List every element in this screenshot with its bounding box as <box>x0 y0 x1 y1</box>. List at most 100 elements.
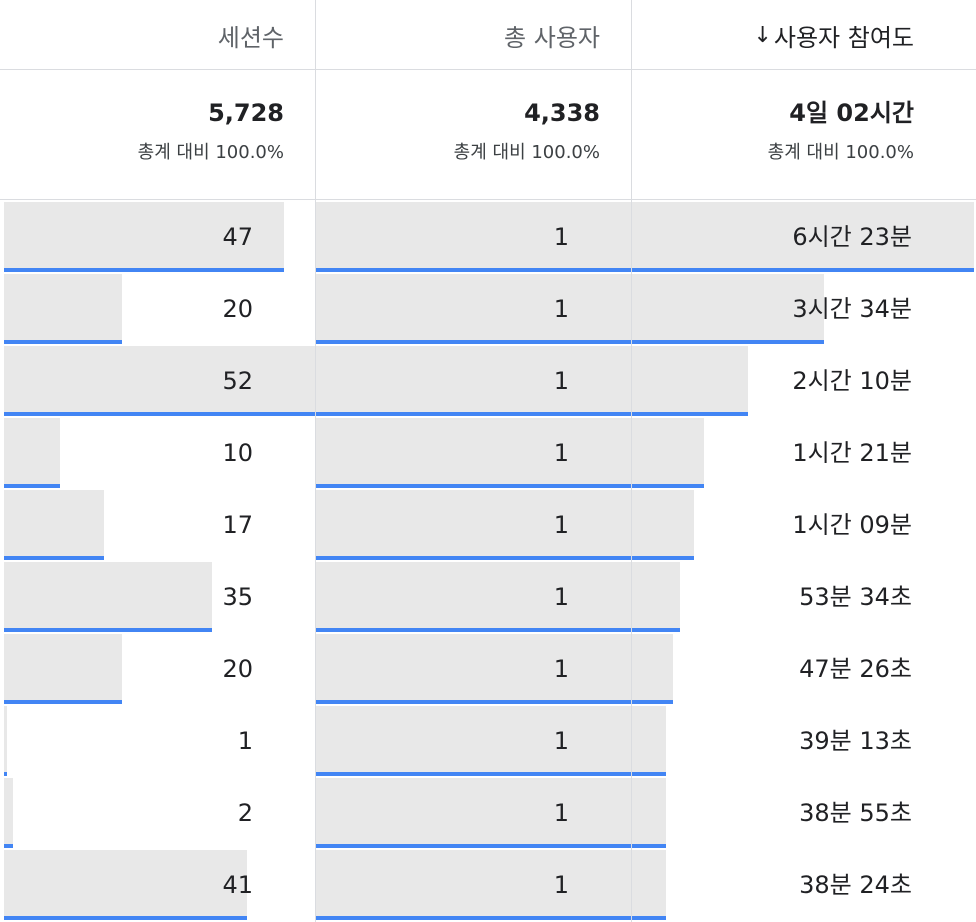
engagement-value: 2시간 10분 <box>792 367 912 395</box>
engagement-value: 6시간 23분 <box>792 223 912 251</box>
users-cell: 1 <box>316 850 631 920</box>
sessions-cell: 20 <box>4 274 315 344</box>
table-row[interactable]: 20 1 47분 26초 <box>0 632 976 704</box>
sessions-bar <box>4 490 104 560</box>
column-divider <box>315 0 316 922</box>
engagement-value: 39분 13초 <box>799 727 912 755</box>
users-bar <box>316 634 631 704</box>
sessions-value: 1 <box>237 727 253 755</box>
engagement-cell: 38분 24초 <box>632 850 974 920</box>
column-divider <box>631 0 632 922</box>
column-header-total-users-label: 총 사용자 <box>504 23 600 52</box>
engagement-value: 38분 55초 <box>799 799 912 827</box>
engagement-bar <box>632 202 974 272</box>
users-cell: 1 <box>316 706 631 776</box>
users-value: 1 <box>553 655 569 683</box>
column-header-total-users[interactable]: 총 사용자 <box>316 0 662 70</box>
engagement-value: 1시간 21분 <box>792 439 912 467</box>
table-header: 세션수 총 사용자 ↓ 사용자 참여도 <box>0 0 976 70</box>
engagement-cell: 39분 13초 <box>632 706 974 776</box>
total-engagement-cell: 4일 02시간 총계 대비 100.0% <box>632 70 976 200</box>
engagement-value: 38분 24초 <box>799 871 912 899</box>
engagement-bar <box>632 778 667 848</box>
sort-descending-icon: ↓ <box>753 22 772 48</box>
users-bar <box>316 346 631 416</box>
table-row[interactable]: 20 1 3시간 34분 <box>0 272 976 344</box>
total-users-cell: 4,338 총계 대비 100.0% <box>316 70 662 200</box>
engagement-bar <box>632 850 667 920</box>
total-sessions-value: 5,728 <box>208 99 284 127</box>
users-cell: 1 <box>316 778 631 848</box>
users-cell: 1 <box>316 202 631 272</box>
total-engagement-value: 4일 02시간 <box>789 99 914 127</box>
users-bar <box>316 202 631 272</box>
users-bar <box>316 778 631 848</box>
table-body: 47 1 6시간 23분 20 1 3시간 34분 52 1 2시간 10분 10 1 1시간 21분… <box>0 200 976 920</box>
table-row[interactable]: 47 1 6시간 23분 <box>0 200 976 272</box>
totals-row: 5,728 총계 대비 100.0% 4,338 총계 대비 100.0% 4일… <box>0 70 976 200</box>
users-bar <box>316 490 631 560</box>
users-value: 1 <box>553 871 569 899</box>
total-users-value: 4,338 <box>524 99 600 127</box>
sessions-cell: 20 <box>4 634 315 704</box>
sessions-value: 10 <box>222 439 253 467</box>
engagement-bar <box>632 634 674 704</box>
sessions-cell: 41 <box>4 850 315 920</box>
sessions-bar <box>4 562 213 632</box>
sessions-bar <box>4 850 247 920</box>
total-users-percent: 총계 대비 100.0% <box>453 142 600 163</box>
sessions-value: 20 <box>222 655 253 683</box>
engagement-cell: 3시간 34분 <box>632 274 974 344</box>
sessions-cell: 17 <box>4 490 315 560</box>
engagement-value: 1시간 09분 <box>792 511 912 539</box>
engagement-bar <box>632 346 749 416</box>
sessions-bar <box>4 778 14 848</box>
engagement-bar <box>632 274 824 344</box>
users-value: 1 <box>553 223 569 251</box>
sessions-cell: 1 <box>4 706 315 776</box>
users-cell: 1 <box>316 562 631 632</box>
table-row[interactable]: 35 1 53분 34초 <box>0 560 976 632</box>
users-bar <box>316 274 631 344</box>
users-cell: 1 <box>316 634 631 704</box>
table-row[interactable]: 10 1 1시간 21분 <box>0 416 976 488</box>
users-cell: 1 <box>316 490 631 560</box>
sessions-bar <box>4 346 315 416</box>
column-header-sessions-label: 세션수 <box>217 23 284 52</box>
engagement-cell: 2시간 10분 <box>632 346 974 416</box>
total-engagement-percent: 총계 대비 100.0% <box>767 142 914 163</box>
users-value: 1 <box>553 583 569 611</box>
sessions-cell: 10 <box>4 418 315 488</box>
sessions-value: 2 <box>237 799 253 827</box>
table-row[interactable]: 2 1 38분 55초 <box>0 776 976 848</box>
engagement-cell: 47분 26초 <box>632 634 974 704</box>
column-header-sessions[interactable]: 세션수 <box>0 0 346 70</box>
users-bar <box>316 562 631 632</box>
column-header-engagement[interactable]: ↓ 사용자 참여도 <box>632 0 976 70</box>
users-value: 1 <box>553 727 569 755</box>
sessions-bar <box>4 418 60 488</box>
table-row[interactable]: 41 1 38분 24초 <box>0 848 976 920</box>
table-row[interactable]: 17 1 1시간 09분 <box>0 488 976 560</box>
engagement-value: 53분 34초 <box>799 583 912 611</box>
users-bar <box>316 850 631 920</box>
sessions-cell: 2 <box>4 778 315 848</box>
engagement-bar <box>632 562 680 632</box>
users-value: 1 <box>553 295 569 323</box>
users-cell: 1 <box>316 274 631 344</box>
users-bar <box>316 418 631 488</box>
engagement-cell: 1시간 09분 <box>632 490 974 560</box>
users-value: 1 <box>553 511 569 539</box>
users-value: 1 <box>553 799 569 827</box>
table-row[interactable]: 1 1 39분 13초 <box>0 704 976 776</box>
sessions-value: 17 <box>222 511 253 539</box>
table-row[interactable]: 52 1 2시간 10분 <box>0 344 976 416</box>
total-sessions-percent: 총계 대비 100.0% <box>137 142 284 163</box>
sessions-bar <box>4 202 284 272</box>
sessions-bar <box>4 706 8 776</box>
sessions-bar <box>4 274 123 344</box>
sessions-bar <box>4 634 123 704</box>
users-value: 1 <box>553 439 569 467</box>
sessions-cell: 52 <box>4 346 315 416</box>
